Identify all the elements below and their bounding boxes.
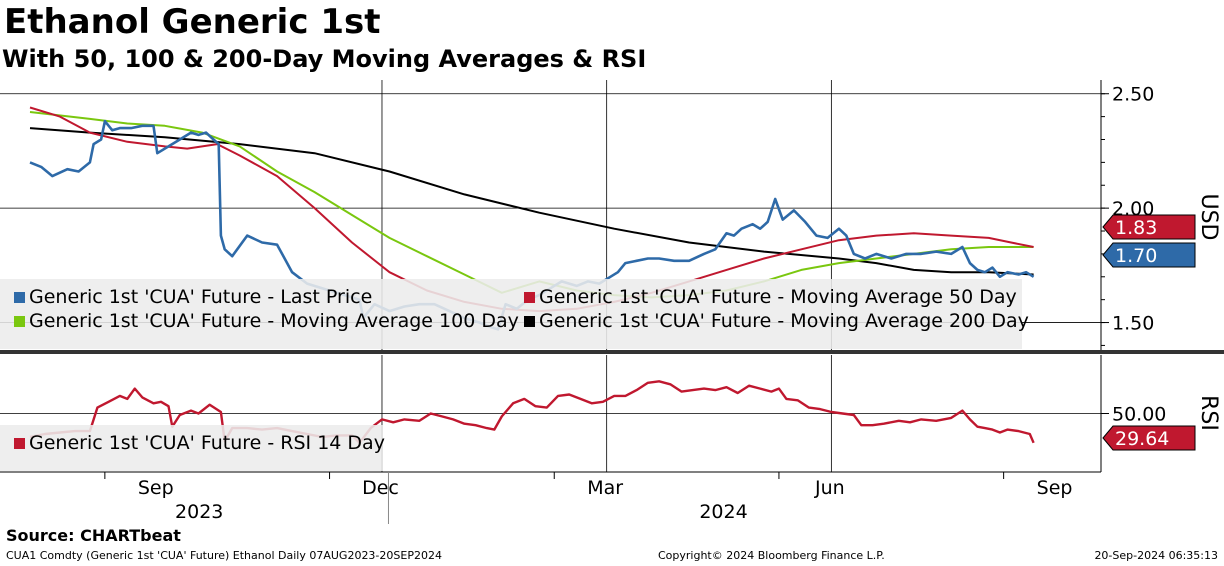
chart-title: Ethanol Generic 1st [4, 2, 381, 42]
rsi-lines [29, 380, 1035, 444]
legend-label-ma100: Generic 1st 'CUA' Future - Moving Averag… [29, 310, 519, 332]
panel-separator [0, 350, 1224, 354]
price-axis-title: USD [1196, 193, 1221, 240]
price-legend-box [0, 279, 1022, 349]
ticker-info: CUA1 Comdty (Generic 1st 'CUA' Future) E… [6, 549, 442, 562]
last-price-value-text: 1.70 [1115, 245, 1157, 267]
rsi-axis-title: RSI [1196, 395, 1221, 431]
x-year-label: 2023 [175, 501, 223, 523]
x-month-label: Mar [587, 477, 623, 499]
value-labels: 1.83 1.70 29.64 [1102, 214, 1196, 451]
x-month-label: Dec [362, 477, 399, 499]
legends: Generic 1st 'CUA' Future - Last Price Gen… [0, 279, 1029, 471]
ma50-last-value-tag [1102, 214, 1196, 240]
rsi-last-value-text: 29.64 [1115, 428, 1169, 450]
rsi-legend-box [0, 425, 383, 471]
legend-swatch-ma200 [524, 316, 535, 327]
legend-swatch-last_price [14, 292, 25, 303]
price-ytick-label: 1.50 [1112, 313, 1154, 335]
legend-label-rsi: Generic 1st 'CUA' Future - RSI 14 Day [29, 432, 385, 454]
source-note: Source: CHARTbeat [6, 526, 181, 545]
price-ytick-label: 2.50 [1112, 84, 1154, 106]
x-month-label: Sep [138, 477, 174, 499]
copyright: Copyright© 2024 Bloomberg Finance L.P. [658, 549, 885, 562]
x-year-label: 2024 [699, 501, 747, 523]
series-line-ma200 [29, 127, 1034, 276]
timestamp: 20-Sep-2024 06:35:13 [1094, 549, 1218, 562]
legend-swatch-ma100 [14, 316, 25, 327]
legend-label-ma50: Generic 1st 'CUA' Future - Moving Averag… [539, 286, 1017, 308]
rsi-last-value-tag [1102, 425, 1196, 451]
legend-swatch-rsi [14, 438, 25, 449]
gridlines [0, 80, 1101, 472]
last-price-value-tag [1102, 242, 1196, 268]
rsi-ytick-label: 50.00 [1112, 404, 1166, 426]
chart-subtitle: With 50, 100 & 200-Day Moving Averages &… [2, 45, 647, 73]
ma50-last-value-text: 1.83 [1115, 217, 1157, 239]
series-line-rsi [29, 380, 1035, 444]
x-month-label: Sep [1037, 477, 1073, 499]
legend-label-last_price: Generic 1st 'CUA' Future - Last Price [29, 286, 372, 308]
x-month-label: Jun [814, 477, 845, 499]
legend-label-ma200: Generic 1st 'CUA' Future - Moving Averag… [539, 310, 1029, 332]
legend-swatch-ma50 [524, 292, 535, 303]
